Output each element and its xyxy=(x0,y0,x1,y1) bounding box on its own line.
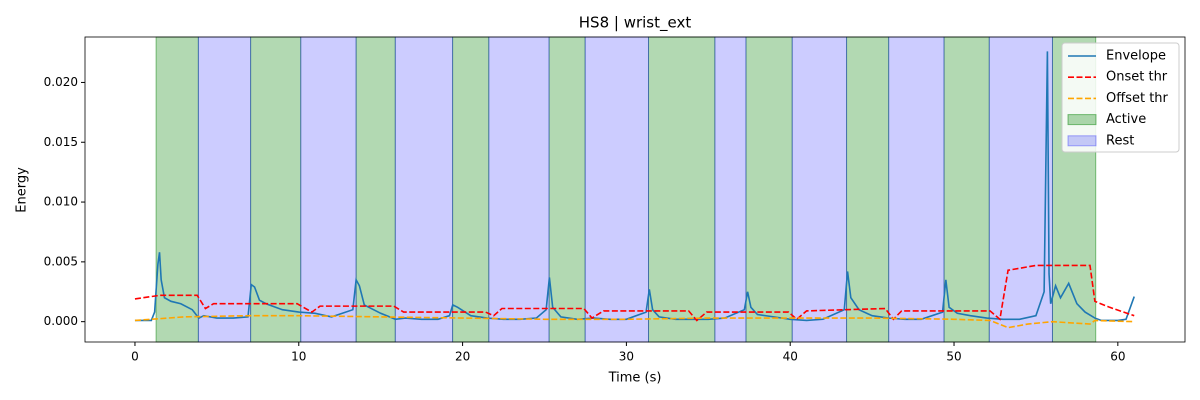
x-tick-label: 0 xyxy=(131,350,139,364)
span-active xyxy=(648,36,716,343)
span-active xyxy=(943,36,990,343)
span-active xyxy=(846,36,890,343)
legend-label: Onset thr xyxy=(1106,70,1168,85)
plot-area xyxy=(134,36,1135,343)
line-2 xyxy=(134,314,1135,329)
span-active xyxy=(452,36,490,343)
legend-label: Envelope xyxy=(1106,49,1166,64)
legend-swatch xyxy=(1067,114,1097,126)
span-rest xyxy=(394,36,454,343)
legend-swatch xyxy=(1067,135,1097,147)
span-active xyxy=(250,36,302,343)
y-tick-label: 0.000 xyxy=(44,314,78,328)
legend-box xyxy=(1061,42,1180,153)
span-rest xyxy=(888,36,945,343)
x-tick-label: 10 xyxy=(291,350,306,364)
axes-frame xyxy=(84,36,1186,343)
span-rest xyxy=(714,36,747,343)
span-active xyxy=(548,36,586,343)
span-active xyxy=(745,36,793,343)
legend-label: Rest xyxy=(1106,133,1134,148)
y-tick-label: 0.005 xyxy=(44,254,78,268)
legend-label: Active xyxy=(1106,112,1146,127)
x-tick-label: 20 xyxy=(455,350,470,364)
y-tick-label: 0.010 xyxy=(44,195,78,209)
chart-title: HS8 | wrist_ext xyxy=(579,14,692,33)
span-rest xyxy=(488,36,550,343)
y-tick-label: 0.015 xyxy=(44,135,78,149)
span-rest xyxy=(791,36,848,343)
y-tick-label: 0.020 xyxy=(44,75,78,89)
y-axis-label: Energy xyxy=(15,167,30,213)
x-tick-label: 30 xyxy=(619,350,634,364)
span-active xyxy=(155,36,199,343)
x-tick-label: 40 xyxy=(783,350,798,364)
x-axis-label: Time (s) xyxy=(608,371,662,386)
span-rest xyxy=(300,36,357,343)
x-tick-label: 50 xyxy=(946,350,961,364)
span-rest xyxy=(584,36,650,343)
line-1 xyxy=(134,264,1135,322)
legend-label: Offset thr xyxy=(1106,91,1169,106)
span-rest xyxy=(197,36,252,343)
legend: Envelope Onset thr Offset thr Active Rest xyxy=(1061,42,1180,153)
line-0 xyxy=(134,51,1135,322)
span-rest xyxy=(988,36,1053,343)
x-tick-label: 60 xyxy=(1110,350,1125,364)
